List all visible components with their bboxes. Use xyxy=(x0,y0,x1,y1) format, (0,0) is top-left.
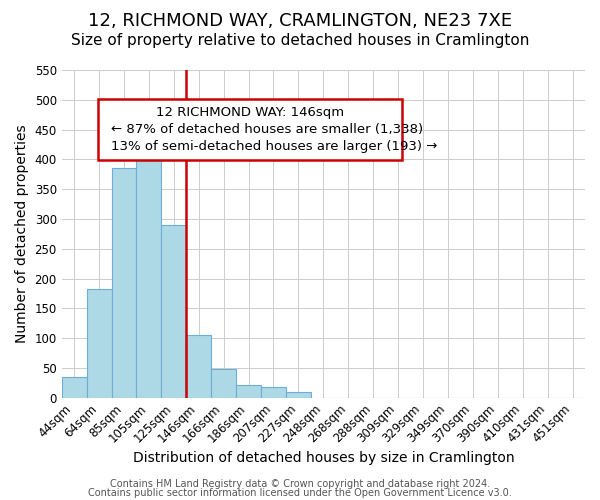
Text: ← 87% of detached houses are smaller (1,338): ← 87% of detached houses are smaller (1,… xyxy=(112,123,424,136)
Bar xyxy=(112,168,136,398)
X-axis label: Distribution of detached houses by size in Cramlington: Distribution of detached houses by size … xyxy=(133,451,514,465)
Bar xyxy=(186,335,211,398)
FancyBboxPatch shape xyxy=(98,100,402,160)
Bar xyxy=(86,288,112,398)
Text: 13% of semi-detached houses are larger (193) →: 13% of semi-detached houses are larger (… xyxy=(112,140,438,153)
Bar xyxy=(261,387,286,398)
Text: 12 RICHMOND WAY: 146sqm: 12 RICHMOND WAY: 146sqm xyxy=(156,106,344,119)
Bar xyxy=(161,225,186,398)
Bar xyxy=(62,377,86,398)
Text: 12, RICHMOND WAY, CRAMLINGTON, NE23 7XE: 12, RICHMOND WAY, CRAMLINGTON, NE23 7XE xyxy=(88,12,512,30)
Bar xyxy=(136,126,161,398)
Bar xyxy=(211,368,236,398)
Bar xyxy=(236,384,261,398)
Bar xyxy=(286,392,311,398)
Text: Size of property relative to detached houses in Cramlington: Size of property relative to detached ho… xyxy=(71,32,529,48)
Y-axis label: Number of detached properties: Number of detached properties xyxy=(15,124,29,343)
Text: Contains public sector information licensed under the Open Government Licence v3: Contains public sector information licen… xyxy=(88,488,512,498)
Text: Contains HM Land Registry data © Crown copyright and database right 2024.: Contains HM Land Registry data © Crown c… xyxy=(110,479,490,489)
